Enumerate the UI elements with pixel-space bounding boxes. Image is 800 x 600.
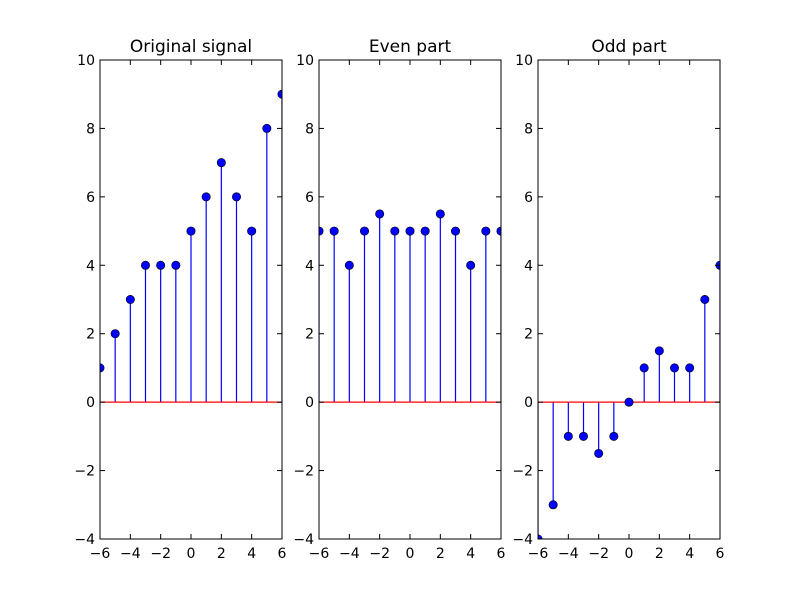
stem-marker [232,192,242,202]
x-tick-label: −2 [150,546,171,562]
stem-series [100,89,282,403]
stem-marker [405,226,415,236]
y-tick-label: 0 [305,395,314,411]
stem-marker [435,209,445,219]
stem-marker [481,226,491,236]
x-tick-label: 6 [716,546,725,562]
stem-marker [359,226,369,236]
stem-marker [247,226,257,236]
y-tick-label: 10 [515,53,533,69]
stem-marker [110,329,120,339]
stem-marker [156,260,166,270]
x-tick-label: 2 [655,546,664,562]
x-tick-label: 0 [187,546,196,562]
stem-marker [548,500,558,510]
stem-marker [186,226,196,236]
stem-marker [319,226,324,236]
y-tick-label: 2 [305,327,314,343]
stem-marker [685,363,695,373]
y-tick-label: 4 [524,258,533,274]
stem-marker [578,431,588,441]
stem-marker [700,294,710,304]
y-tick-label: 0 [86,395,95,411]
stem-marker [216,158,226,168]
subplot-title: Even part [369,37,452,57]
stem-marker [125,294,135,304]
x-tick-label: 4 [247,546,256,562]
x-tick-label: −2 [369,546,390,562]
y-tick-label: −4 [74,532,95,548]
y-tick-label: 4 [305,258,314,274]
stem-marker [344,260,354,270]
stem-marker [609,431,619,441]
x-tick-label: −4 [120,546,141,562]
stem-marker [624,397,634,407]
y-tick-label: 0 [524,395,533,411]
stem-series [538,260,720,539]
y-tick-label: 6 [86,190,95,206]
stem-marker [201,192,211,202]
x-tick-label: 2 [217,546,226,562]
stem-marker [563,431,573,441]
y-tick-label: 6 [305,190,314,206]
stem-series [319,209,501,403]
x-tick-label: −2 [588,546,609,562]
y-tick-label: 4 [86,258,95,274]
x-tick-label: 0 [625,546,634,562]
y-tick-label: 2 [524,327,533,343]
stem-marker [262,123,272,133]
stem-marker [171,260,181,270]
x-tick-label: 6 [278,546,287,562]
x-tick-label: 0 [406,546,415,562]
stem-marker [141,260,151,270]
stem-marker [594,448,604,458]
subplot-title: Odd part [591,37,667,57]
y-tick-label: 8 [524,121,533,137]
y-tick-label: 8 [305,121,314,137]
stem-marker [420,226,430,236]
stem-marker [375,209,385,219]
y-tick-label: −4 [512,532,533,548]
y-tick-label: −4 [293,532,314,548]
stem-marker [654,346,664,356]
y-tick-label: −2 [74,464,95,480]
y-tick-label: 10 [296,53,314,69]
stem-marker [450,226,460,236]
x-tick-label: −6 [309,546,330,562]
stem-marker [466,260,476,270]
x-tick-label: −4 [558,546,579,562]
x-tick-label: 4 [685,546,694,562]
stem-marker [669,363,679,373]
stem-marker [639,363,649,373]
x-tick-label: −6 [90,546,111,562]
x-tick-label: 2 [436,546,445,562]
subplot-title: Original signal [130,37,252,57]
y-tick-label: −2 [512,464,533,480]
x-tick-label: 4 [466,546,475,562]
stem-marker [329,226,339,236]
stem-marker [390,226,400,236]
x-tick-label: −4 [339,546,360,562]
y-tick-label: −2 [293,464,314,480]
x-tick-label: −6 [528,546,549,562]
x-tick-label: 6 [497,546,506,562]
y-tick-label: 10 [77,53,95,69]
plot-area [538,60,720,539]
y-tick-label: 2 [86,327,95,343]
y-tick-label: 6 [524,190,533,206]
y-tick-label: 8 [86,121,95,137]
